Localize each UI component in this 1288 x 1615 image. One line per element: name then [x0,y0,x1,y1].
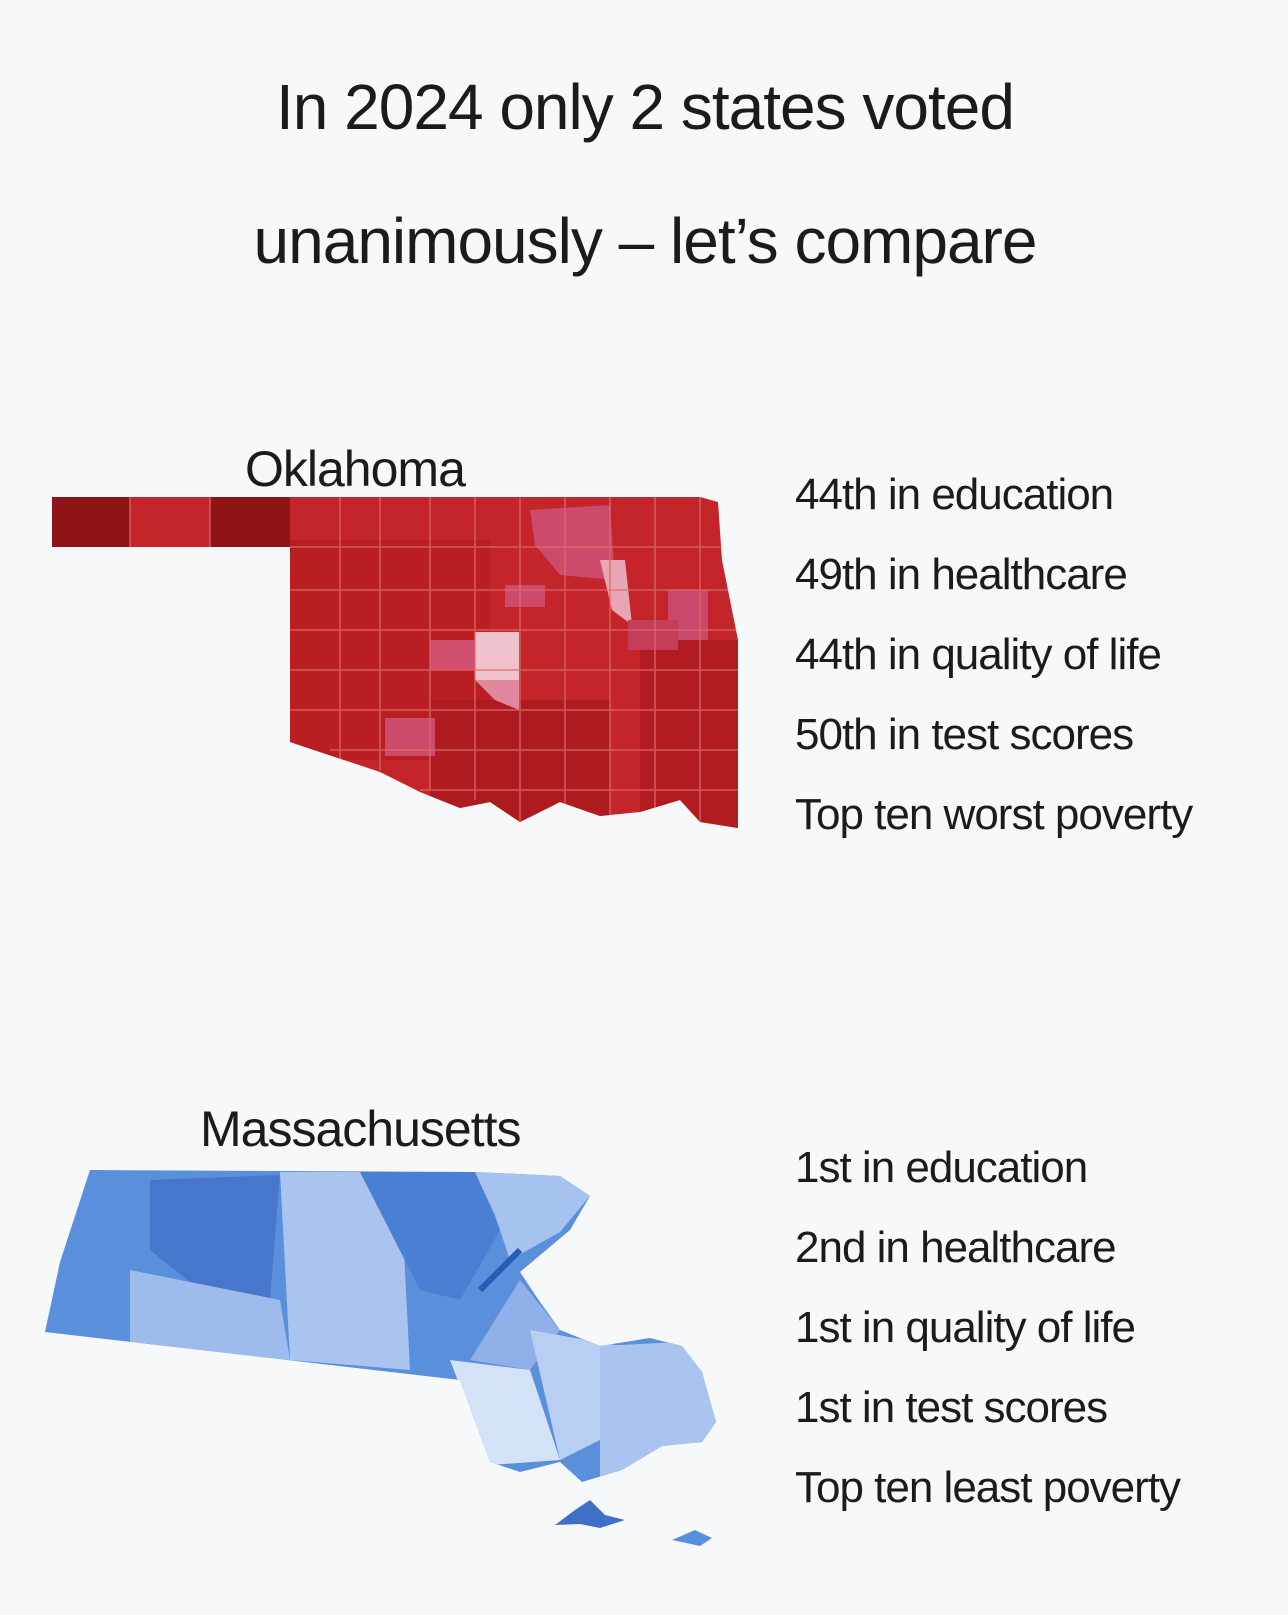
fact: 49th in healthcare [795,550,1128,599]
fact: 44th in quality of life [795,630,1162,679]
fact-list: 1st in education 2nd in healthcare 1st i… [795,1128,1181,1528]
oklahoma-counties [52,497,738,828]
island [672,1530,712,1546]
fact: 1st in test scores [795,1383,1108,1432]
massachusetts-map [45,1170,716,1546]
title: In 2024 only 2 states voted unanimously … [253,71,1038,277]
state-name: Oklahoma [245,441,466,497]
fact: 1st in education [795,1143,1088,1192]
massachusetts-counties [45,1170,716,1482]
fact: Top ten least poverty [795,1463,1181,1512]
fact: Top ten worst poverty [795,790,1193,839]
state-name: Massachusetts [200,1101,521,1157]
fact: 2nd in healthcare [795,1223,1117,1272]
island [555,1500,625,1528]
oklahoma-map [52,497,738,828]
fact: 44th in education [795,470,1114,519]
fact: 50th in test scores [795,710,1134,759]
fact: 1st in quality of life [795,1303,1136,1352]
fact-list: 44th in education 49th in healthcare 44t… [795,455,1193,855]
